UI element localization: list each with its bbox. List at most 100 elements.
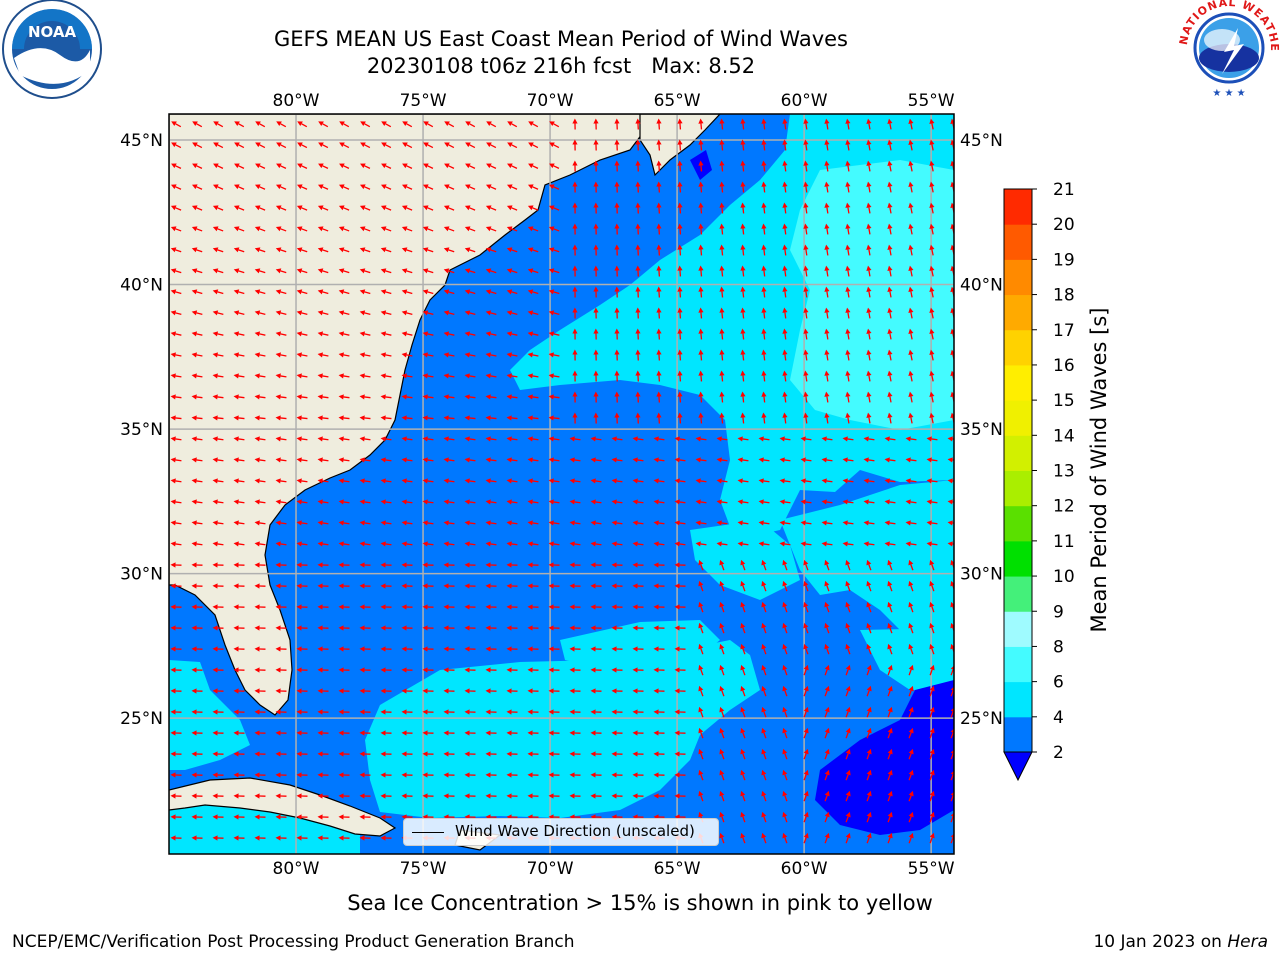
wind-wave-arrow [464, 226, 476, 232]
wind-wave-arrow [845, 307, 851, 319]
wind-wave-arrow [338, 541, 350, 547]
wind-wave-arrow [950, 749, 954, 760]
wind-wave-arrow [317, 289, 329, 295]
wind-wave-arrow [803, 391, 809, 403]
wind-wave-arrow [338, 268, 350, 274]
wind-wave-arrow [632, 499, 644, 505]
wind-wave-arrow [716, 541, 728, 547]
wind-wave-arrow [740, 769, 746, 781]
wind-wave-arrow [908, 160, 914, 172]
colorbar: 2 4 6 8 9 10 11 12 13 14 15 16 17 18 19 20 21 [1003, 180, 1075, 782]
wind-wave-arrow [845, 769, 851, 781]
wind-wave-arrow [296, 625, 308, 631]
wind-wave-arrow [422, 289, 434, 295]
wind-wave-arrow [737, 541, 749, 547]
wind-wave-arrow [380, 793, 392, 799]
wind-wave-arrow [233, 247, 245, 253]
wind-wave-arrow [212, 604, 224, 610]
wind-wave-arrow [464, 247, 476, 253]
wind-wave-arrow [761, 580, 767, 592]
wind-wave-arrow [653, 457, 665, 463]
wind-wave-arrow [485, 625, 497, 631]
wind-wave-arrow [866, 580, 872, 592]
wind-wave-arrow [422, 709, 434, 715]
wind-wave-arrow [422, 772, 434, 778]
wind-wave-arrow [653, 793, 665, 799]
wind-wave-arrow [800, 541, 812, 547]
wind-wave-arrow [803, 265, 809, 277]
wind-wave-arrow [761, 118, 767, 130]
wind-wave-arrow [698, 664, 704, 676]
wind-wave-arrow [782, 286, 788, 298]
wind-wave-arrow [318, 142, 329, 149]
wind-wave-arrow [590, 604, 602, 610]
wind-wave-arrow [824, 559, 830, 571]
wind-wave-arrow [821, 499, 833, 505]
wind-wave-arrow [359, 226, 371, 232]
wind-wave-arrow [171, 142, 182, 149]
wind-wave-arrow [401, 247, 413, 253]
wind-wave-arrow [380, 562, 392, 568]
wind-wave-arrow [782, 202, 788, 214]
wind-wave-arrow [380, 310, 392, 316]
wind-wave-arrow [782, 265, 788, 277]
wind-wave-arrow [887, 727, 893, 739]
map-frame [168, 113, 955, 855]
wind-wave-arrow [402, 121, 413, 128]
wind-wave-arrow [887, 622, 893, 634]
wind-wave-arrow [443, 646, 455, 652]
wind-wave-arrow [719, 391, 725, 403]
lon-ticks-top: 80°W 75°W 70°W 65°W 60°W 55°W [273, 91, 955, 111]
wind-wave-arrow [233, 520, 245, 526]
wind-wave-arrow [866, 748, 872, 760]
wind-wave-arrow [632, 604, 644, 610]
wind-wave-arrow [719, 181, 725, 193]
wind-wave-arrow [740, 118, 746, 130]
wind-wave-arrow [275, 583, 287, 589]
wind-wave-arrow [191, 310, 203, 316]
wind-wave-arrow [380, 373, 392, 379]
wind-wave-arrow [401, 436, 413, 442]
wind-wave-arrow [908, 811, 914, 823]
wind-wave-arrow [824, 832, 830, 844]
colorbar-bin [1004, 400, 1032, 436]
wind-wave-arrow [506, 772, 518, 778]
wind-wave-arrow [698, 748, 704, 760]
wind-wave-arrow [212, 268, 224, 274]
wind-wave-arrow [905, 499, 917, 505]
wind-wave-arrow [296, 646, 308, 652]
wind-wave-arrow [443, 667, 455, 673]
colorbar-tick-label: 8 [1053, 637, 1064, 657]
wind-wave-arrow [443, 520, 455, 526]
wind-wave-arrow [887, 265, 893, 277]
wind-wave-arrow [191, 520, 203, 526]
wind-wave-arrow [506, 583, 518, 589]
wind-wave-arrow [422, 541, 434, 547]
wind-wave-arrow [779, 499, 791, 505]
wind-wave-arrow [800, 520, 812, 526]
colorbar-tick-label: 21 [1053, 180, 1075, 200]
wind-wave-arrow [485, 436, 497, 442]
wind-wave-arrow [275, 520, 287, 526]
wind-wave-arrow [233, 751, 245, 757]
wind-wave-arrow [465, 163, 476, 169]
wind-wave-arrow [548, 247, 560, 253]
wind-wave-arrow [443, 730, 455, 736]
wind-wave-arrow [845, 790, 851, 802]
colorbar-tick-label: 15 [1053, 391, 1075, 411]
wind-wave-arrow [803, 664, 809, 676]
lat-tick-label-left: 25°N [120, 709, 163, 729]
wind-wave-arrow [950, 707, 954, 718]
wind-wave-arrow [740, 664, 746, 676]
wind-wave-arrow [782, 769, 788, 781]
wind-wave-arrow [590, 688, 602, 694]
wind-wave-arrow [233, 499, 245, 505]
wind-wave-arrow [170, 436, 182, 442]
wind-wave-arrow [296, 793, 308, 799]
wind-wave-arrow [254, 226, 266, 232]
wind-wave-arrow [254, 373, 266, 379]
wind-wave-arrow [359, 499, 371, 505]
wind-wave-arrow [569, 457, 581, 463]
wind-wave-arrow [698, 706, 704, 718]
colorbar-bin [1004, 294, 1032, 331]
